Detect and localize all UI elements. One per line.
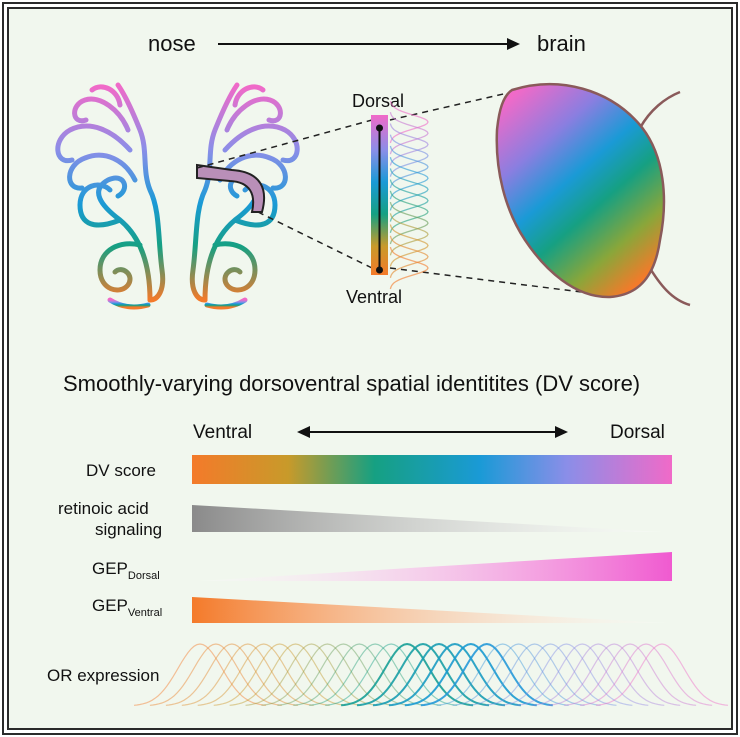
gep-dorsal-label: GEPDorsal xyxy=(92,559,160,582)
or-curve xyxy=(133,643,267,706)
gep-ventral-wedge xyxy=(192,597,668,623)
mini-or-curve xyxy=(389,190,429,233)
or-curve xyxy=(564,643,697,706)
or-curve xyxy=(580,643,713,706)
or-curve xyxy=(356,642,490,707)
or-curve xyxy=(372,642,506,707)
gep-dorsal-wedge xyxy=(198,552,672,581)
axis-arrowhead-right xyxy=(555,426,568,438)
mini-or-curve xyxy=(389,179,429,222)
nose-label: nose xyxy=(148,31,196,56)
or-curve xyxy=(197,643,330,706)
mini-or-curve xyxy=(389,235,429,278)
or-curve xyxy=(404,642,537,707)
projection-line-lower-right xyxy=(389,267,606,296)
retinoic-label-line1: retinoic acid xyxy=(58,499,149,518)
or-curve xyxy=(165,643,298,706)
mini-or-curve xyxy=(389,112,429,155)
or-curve xyxy=(261,643,394,706)
or-curve xyxy=(213,643,346,706)
olfactory-bulb xyxy=(495,83,666,299)
nose-to-brain-arrowhead xyxy=(507,38,520,50)
mini-or-curve xyxy=(389,123,429,166)
dorsal-label-top: Dorsal xyxy=(352,91,404,111)
or-curve xyxy=(309,643,442,706)
mini-or-curve xyxy=(389,157,429,200)
or-curve xyxy=(548,643,681,706)
or-curve xyxy=(388,642,521,707)
or-curve xyxy=(595,643,729,706)
axis-ventral-label: Ventral xyxy=(193,422,252,443)
dv-axis-bottom-dot xyxy=(376,266,383,274)
or-curve xyxy=(516,643,649,706)
or-curve xyxy=(245,643,378,706)
or-curve xyxy=(181,643,314,706)
mini-or-curve xyxy=(389,134,429,177)
dv-score-label: DV score xyxy=(86,461,156,480)
gep-ventral-main: GEP xyxy=(92,596,128,615)
dv-score-bar xyxy=(192,455,672,484)
highlighted-epithelium-segment xyxy=(196,163,266,213)
mini-or-curve xyxy=(389,246,429,290)
projection-line-upper-left xyxy=(196,119,373,169)
mini-or-curve xyxy=(389,100,429,144)
or-expression-curves xyxy=(133,642,729,707)
gep-dorsal-sub: Dorsal xyxy=(128,570,160,582)
axis-dorsal-label: Dorsal xyxy=(610,422,665,443)
gep-ventral-sub: Ventral xyxy=(128,607,162,619)
or-curve xyxy=(532,643,665,706)
or-curve xyxy=(468,643,601,706)
gep-dorsal-main: GEP xyxy=(92,559,128,578)
or-curve xyxy=(484,643,617,706)
projection-line-upper-right xyxy=(389,91,513,121)
mini-or-curve xyxy=(389,224,429,267)
or-curve xyxy=(452,643,585,706)
left-turbinate xyxy=(55,82,166,310)
axis-arrowhead-left xyxy=(297,426,310,438)
brain-label: brain xyxy=(537,31,586,56)
section-title: Smoothly-varying dorsoventral spatial id… xyxy=(63,371,640,396)
mini-or-curve xyxy=(389,213,429,256)
retinoic-acid-wedge xyxy=(192,505,662,532)
or-curve xyxy=(500,643,633,706)
retinoic-label-line2: signaling xyxy=(95,520,162,539)
or-curve xyxy=(149,643,282,706)
or-curve xyxy=(420,642,553,707)
or-curve xyxy=(436,643,569,706)
mini-or-curve xyxy=(389,168,429,211)
mini-or-curve xyxy=(389,145,429,189)
or-curve xyxy=(341,642,474,707)
gep-ventral-label: GEPVentral xyxy=(92,596,162,619)
mini-or-curve xyxy=(389,201,429,245)
or-curve xyxy=(325,643,458,706)
or-curve xyxy=(277,643,410,706)
or-curve xyxy=(229,643,362,706)
mini-or-curves xyxy=(389,100,429,290)
or-expression-label: OR expression xyxy=(47,666,159,685)
or-curve xyxy=(293,643,426,706)
dv-axis-top-dot xyxy=(376,124,383,132)
ventral-label-top: Ventral xyxy=(346,287,402,307)
